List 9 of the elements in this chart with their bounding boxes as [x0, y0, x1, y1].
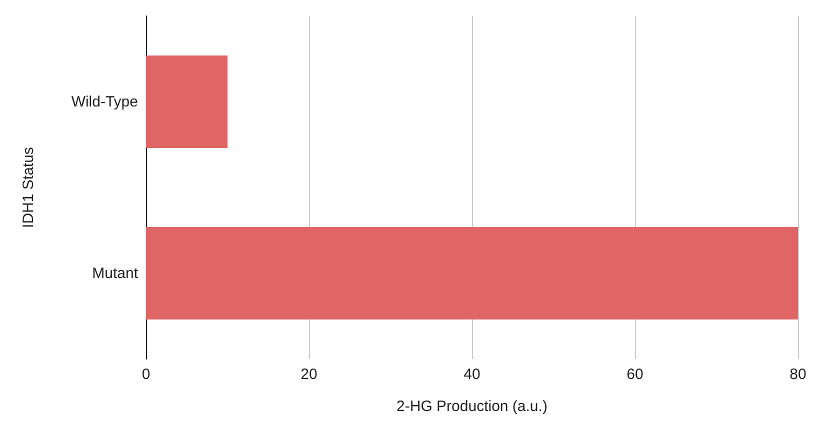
x-tick-label: 80 [790, 366, 806, 383]
x-tick-label: 0 [142, 366, 150, 383]
y-tick-label: Mutant [92, 264, 139, 282]
x-tick-label: 20 [300, 366, 318, 383]
x-tick-label: 40 [464, 366, 480, 383]
y-tick-label: Wild-Type [71, 93, 138, 110]
y-axis-title: IDH1 Status [20, 147, 37, 228]
x-tick-label: 60 [626, 366, 644, 383]
x-axis-title: 2-HG Production (a.u.) [396, 398, 548, 415]
